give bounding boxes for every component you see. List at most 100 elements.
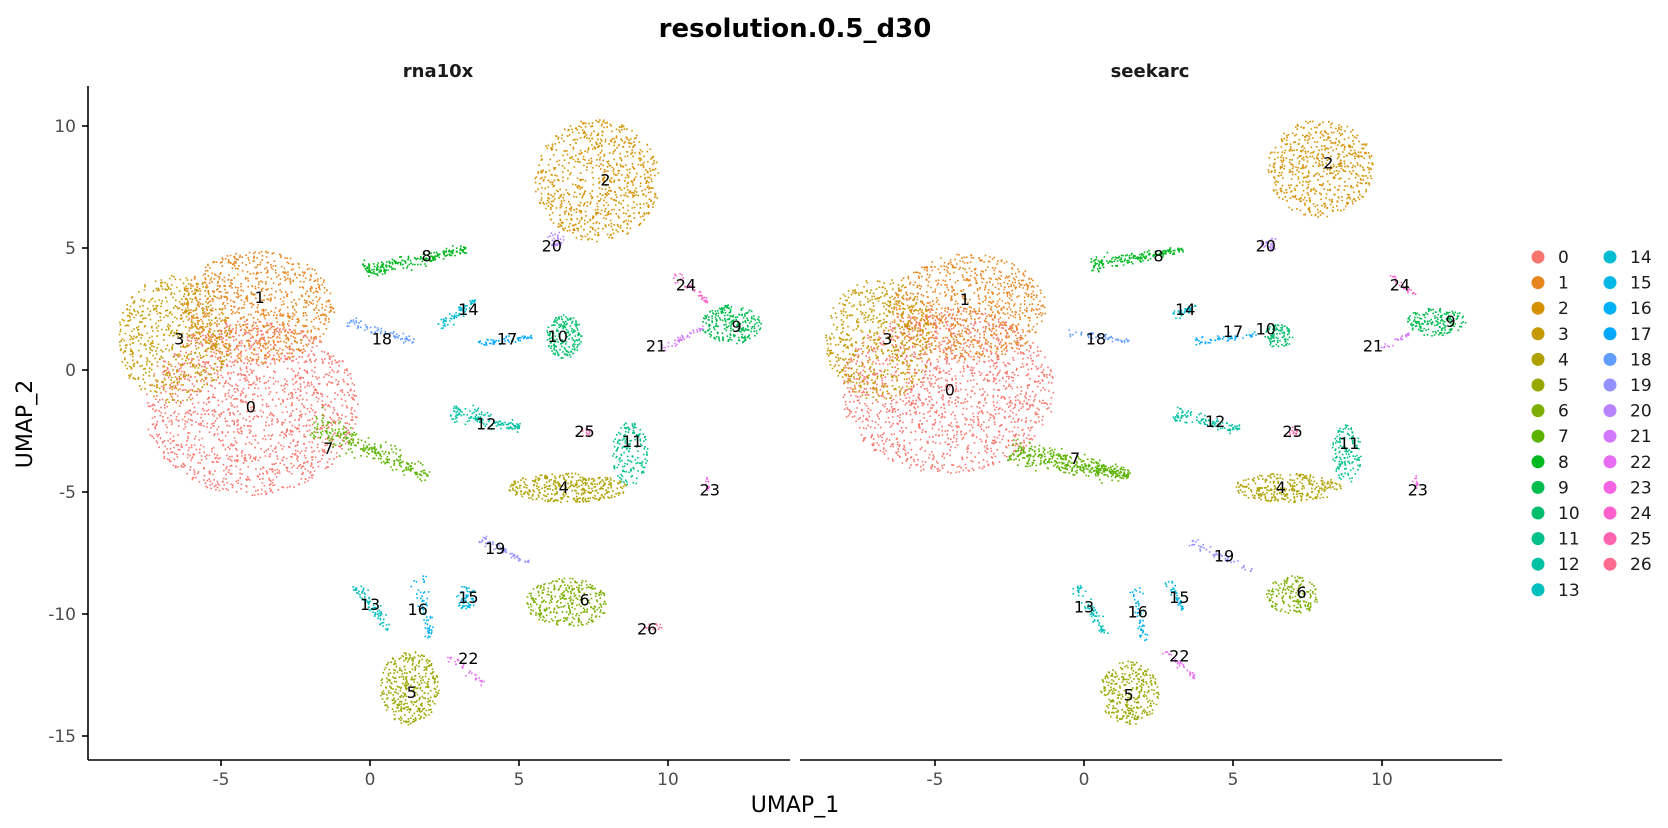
cluster-3-cells [118,275,232,403]
legend-label-20: 20 [1630,402,1652,422]
cluster-24-points [673,272,709,304]
cluster-label-25: 25 [574,422,594,441]
legend-swatch-2 [1531,301,1545,315]
legend-label-25: 25 [1630,530,1652,550]
cluster-label-8: 8 [422,246,432,265]
cluster-label-1: 1 [960,290,970,309]
legend-swatch-13 [1531,583,1545,597]
cluster-label-2: 2 [600,171,610,190]
cluster-6-points [1266,575,1318,614]
cluster-9-cells [1407,307,1467,337]
cluster-6-points [526,577,607,627]
cluster-4-points [1235,473,1342,504]
cluster-label-24: 24 [1390,276,1410,295]
cluster-label-15: 15 [458,588,478,607]
cluster-label-21: 21 [646,337,666,356]
cluster-label-17: 17 [1223,322,1243,341]
legend-label-18: 18 [1630,350,1652,370]
x-tick-label-0-0: 0 [365,770,376,790]
cluster-label-24: 24 [676,276,696,295]
cluster-7-cells [309,406,431,482]
cluster-label-25: 25 [1282,422,1302,441]
legend-label-4: 4 [1558,350,1569,370]
legend-swatch-18 [1603,352,1617,366]
x-tick-label-1-10: 10 [1371,770,1393,790]
cluster-label-4: 4 [1276,478,1286,497]
cluster-18-points [346,317,415,344]
cluster-14-cells [1172,304,1197,320]
cluster-17-points [477,334,533,346]
cluster-16-points [410,575,434,639]
cluster-2-cells [534,119,660,243]
cluster-label-3: 3 [174,329,184,348]
cluster-label-7: 7 [1070,449,1080,468]
cluster-1-cells [180,250,336,364]
cluster-6-cells [526,577,607,627]
cluster-20-points [547,231,565,247]
cluster-13-points [352,585,390,631]
cluster-label-6: 6 [579,590,589,609]
legend-swatch-9 [1531,480,1545,494]
cluster-15-cells [1164,580,1184,611]
legend-label-16: 16 [1630,299,1652,319]
cluster-19-cells [478,535,530,564]
cluster-25-points [581,427,591,437]
cluster-9-points [702,304,762,345]
legend-swatch-3 [1531,327,1545,341]
legend-label-8: 8 [1558,453,1569,473]
legend-label-23: 23 [1630,478,1652,498]
cluster-26-cells [644,623,663,631]
cluster-20-cells [547,231,565,247]
x-axis-label: UMAP_1 [751,793,839,818]
cluster-15-points [1164,580,1184,611]
cluster-23-cells [704,477,710,491]
cluster-2-cells [1267,120,1374,218]
legend-label-9: 9 [1558,478,1569,498]
cluster-3-points [825,279,933,401]
cluster-7-points [309,406,431,482]
cluster-label-23: 23 [1408,481,1428,500]
cluster-25-cells [581,427,591,437]
x-tick-label-1-5: 5 [1228,770,1239,790]
x-tick-label-0-5: 5 [514,770,525,790]
cluster-7-points [1007,438,1131,484]
cluster-17-cells [477,334,533,346]
cluster-label-0: 0 [246,398,256,417]
cluster-label-9: 9 [1445,312,1455,331]
x-tick-label-0--5: -5 [213,770,230,790]
cluster-label-18: 18 [1086,329,1106,348]
legend-label-6: 6 [1558,402,1569,422]
cluster-8-cells [362,245,468,277]
legend-label-19: 19 [1630,376,1652,396]
cluster-15-cells [456,586,477,610]
legend-swatch-5 [1531,378,1545,392]
cluster-14-points [437,299,476,330]
cluster-label-23: 23 [700,481,720,500]
cluster-8-points [1090,247,1184,273]
legend-swatch-17 [1603,327,1617,341]
legend-label-1: 1 [1558,274,1569,294]
legend-label-22: 22 [1630,453,1652,473]
legend-swatch-25 [1603,532,1617,546]
cluster-1-points [180,250,336,364]
cluster-7-cells [1007,438,1131,484]
cluster-label-22: 22 [1169,646,1189,665]
cluster-13-cells [352,585,390,631]
legend-label-0: 0 [1558,248,1569,268]
legend-label-14: 14 [1630,248,1652,268]
cluster-8-cells [1090,247,1184,273]
cluster-label-20: 20 [1256,237,1276,256]
cluster-12-points [1172,406,1241,435]
legend-swatch-8 [1531,455,1545,469]
legend-swatch-22 [1603,455,1617,469]
chart-title: resolution.0.5_d30 [659,14,932,44]
cluster-0-cells [146,319,359,496]
legend-swatch-7 [1531,429,1545,443]
legend-swatch-15 [1603,276,1617,290]
legend-swatch-6 [1531,404,1545,418]
cluster-8-points [362,245,468,277]
y-axis-label: UMAP_2 [13,380,38,468]
cluster-24-cells [1389,275,1417,295]
